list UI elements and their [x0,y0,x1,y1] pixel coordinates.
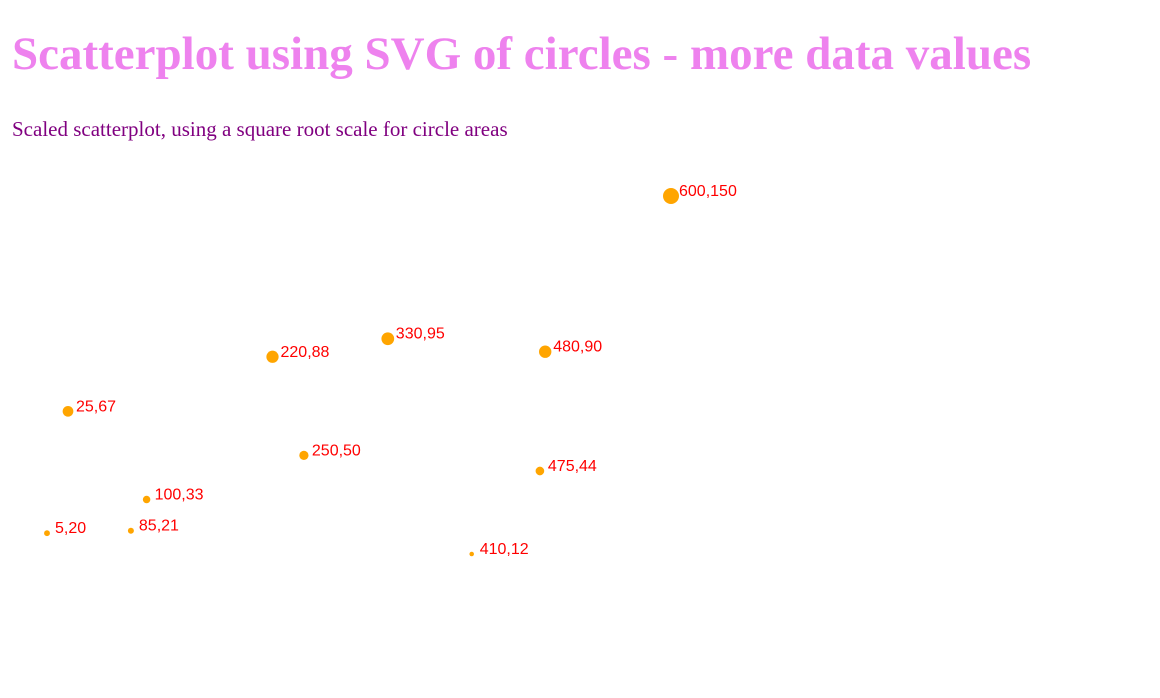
data-point [539,345,552,358]
scatterplot: 5,20 480,90 250,50 100,33 330,95 410,12 475,44… [44,183,737,558]
data-point [127,527,134,534]
point-label: 410,12 [480,541,529,558]
data-point [299,450,309,461]
point-label: 475,44 [548,458,597,475]
point-label: 85,21 [139,518,179,535]
point-label: 25,67 [76,398,116,415]
point-label: 220,88 [281,344,330,361]
data-point [381,332,395,346]
point-label: 600,150 [679,183,737,200]
point-label: 480,90 [553,339,602,356]
data-point [44,530,50,537]
data-point [663,188,679,204]
page-title: Scatterplot using SVG of circles - more … [12,28,1032,80]
data-point [469,551,474,557]
data-point [142,495,151,504]
point-label: 5,20 [55,520,86,537]
data-point [535,466,545,476]
data-point [62,405,74,417]
point-label: 330,95 [396,326,445,343]
point-label: 250,50 [312,442,361,459]
labels-group: 5,20 480,90 250,50 100,33 330,95 410,12 475,44… [55,183,737,558]
point-label: 100,33 [155,487,204,504]
points-group [44,188,679,557]
page-subtitle: Scaled scatterplot, using a square root … [12,117,508,141]
data-point [266,350,279,363]
